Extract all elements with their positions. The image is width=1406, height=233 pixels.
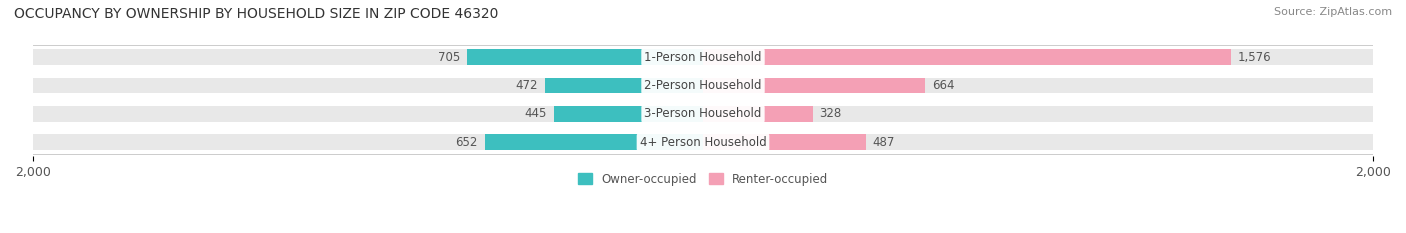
Bar <box>703 134 866 150</box>
Text: 472: 472 <box>516 79 538 92</box>
Bar <box>703 106 1374 122</box>
Text: 1,576: 1,576 <box>1237 51 1271 64</box>
Bar <box>485 134 703 150</box>
Bar <box>703 106 813 122</box>
Bar <box>703 49 1232 65</box>
Text: 705: 705 <box>437 51 460 64</box>
Text: 2-Person Household: 2-Person Household <box>644 79 762 92</box>
Text: OCCUPANCY BY OWNERSHIP BY HOUSEHOLD SIZE IN ZIP CODE 46320: OCCUPANCY BY OWNERSHIP BY HOUSEHOLD SIZE… <box>14 7 499 21</box>
Text: 1-Person Household: 1-Person Household <box>644 51 762 64</box>
Text: 487: 487 <box>873 136 896 149</box>
Bar <box>703 78 1374 93</box>
Bar <box>554 106 703 122</box>
Text: 445: 445 <box>524 107 547 120</box>
Text: 652: 652 <box>456 136 478 149</box>
Bar <box>546 78 703 93</box>
Bar <box>703 49 1374 65</box>
Bar <box>703 78 925 93</box>
Bar <box>32 78 703 93</box>
Legend: Owner-occupied, Renter-occupied: Owner-occupied, Renter-occupied <box>572 168 834 190</box>
Text: 4+ Person Household: 4+ Person Household <box>640 136 766 149</box>
Bar <box>32 134 703 150</box>
Text: 3-Person Household: 3-Person Household <box>644 107 762 120</box>
Bar <box>703 134 1374 150</box>
Bar <box>32 106 703 122</box>
Bar <box>467 49 703 65</box>
Text: 328: 328 <box>820 107 842 120</box>
Bar <box>32 49 703 65</box>
Text: 664: 664 <box>932 79 955 92</box>
Text: Source: ZipAtlas.com: Source: ZipAtlas.com <box>1274 7 1392 17</box>
